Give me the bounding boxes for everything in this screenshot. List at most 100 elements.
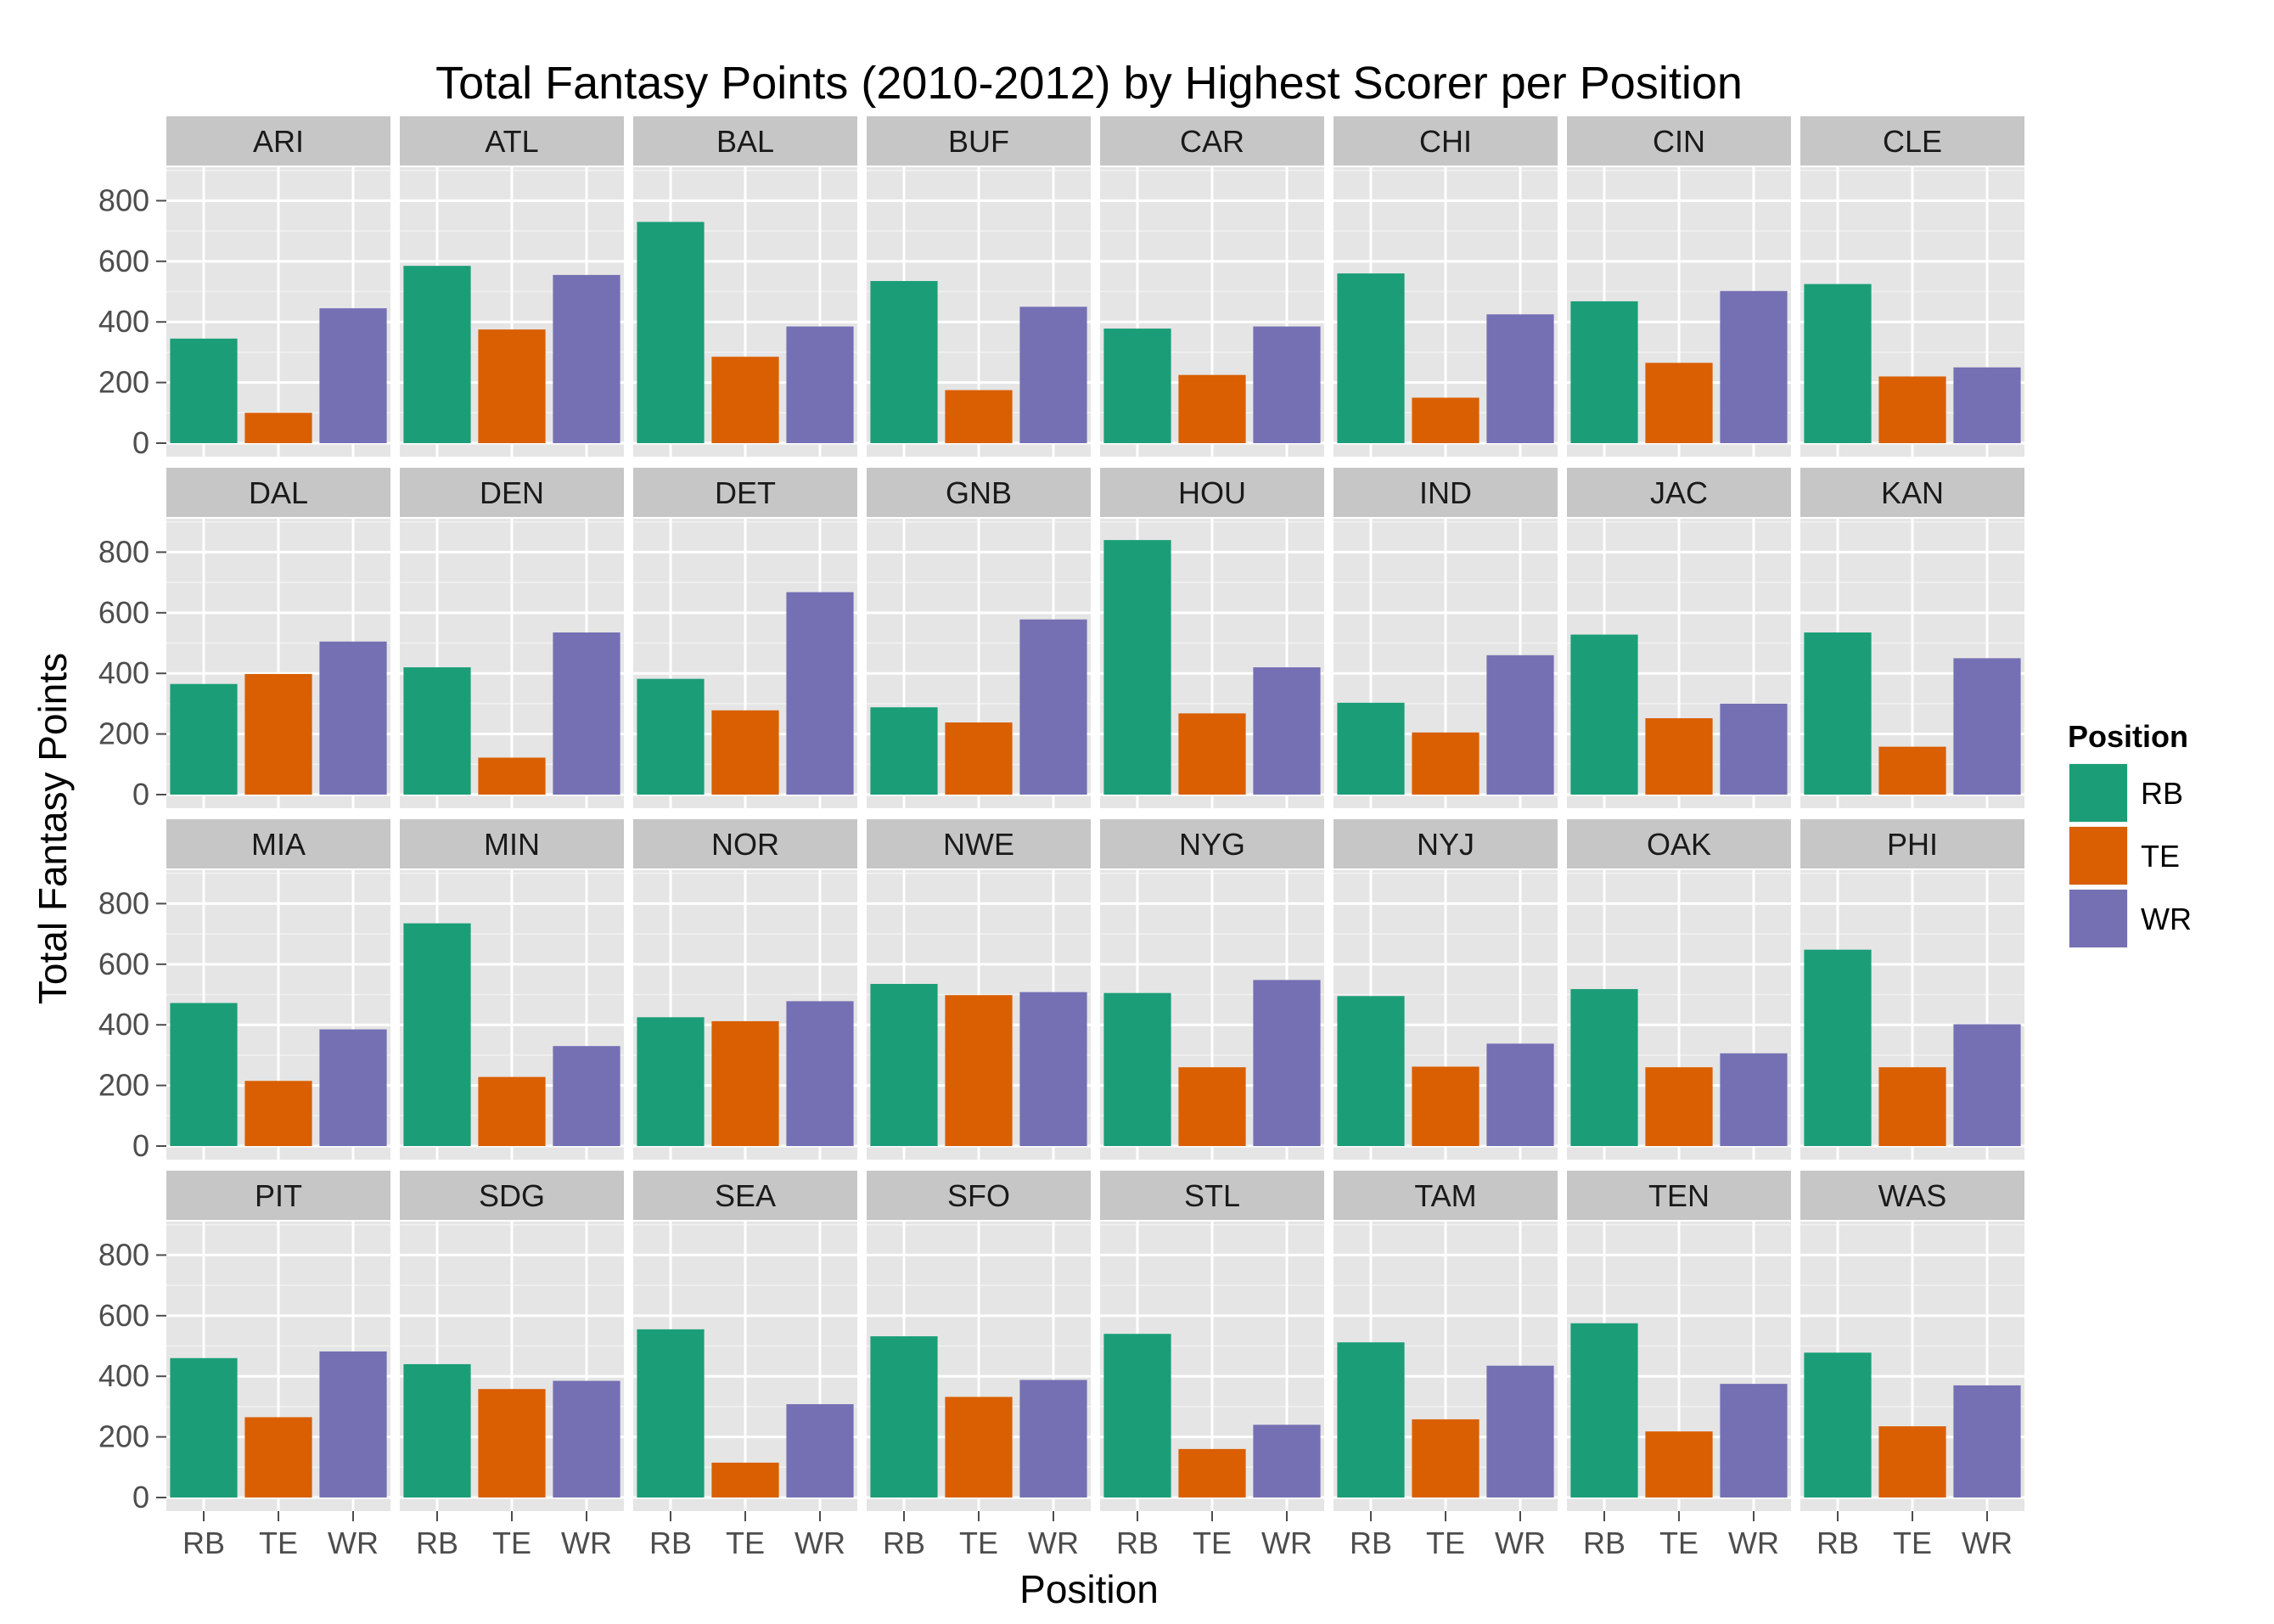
bar-kan-wr xyxy=(1953,658,2021,795)
facet-strip-label: GNB xyxy=(946,475,1012,510)
legend-item-rb: RB xyxy=(2067,761,2183,824)
bar-cle-wr xyxy=(1953,367,2021,443)
bar-jac-rb xyxy=(1570,634,1638,795)
chart-title: Total Fantasy Points (2010-2012) by High… xyxy=(435,58,1743,109)
facet-strip-label: NOR xyxy=(711,827,779,862)
facet-panel-dal: DAL xyxy=(166,468,390,808)
facet-strip-label: BAL xyxy=(716,124,774,159)
bar-ten-rb xyxy=(1570,1323,1638,1498)
facet-strip xyxy=(400,819,624,868)
bar-oak-rb xyxy=(1570,989,1638,1146)
facet-panel-phi: PHI xyxy=(1800,819,2024,1160)
facet-panel-jac: JAC xyxy=(1567,468,1791,808)
x-tick-label: TE xyxy=(959,1526,998,1560)
facet-panel-sfo: SFO xyxy=(867,1171,1091,1511)
legend-item-wr: WR xyxy=(2067,887,2192,950)
y-tick-label: 800 xyxy=(98,885,149,920)
x-tick-label: TE xyxy=(1193,1526,1232,1560)
facet-strip-label: JAC xyxy=(1650,475,1708,510)
y-axis-title: Total Fantasy Points xyxy=(31,653,75,1004)
bar-bal-rb xyxy=(637,222,705,443)
bar-nyg-rb xyxy=(1103,992,1171,1146)
facet-strip xyxy=(166,468,390,517)
facet-panel-nor: NOR xyxy=(633,819,857,1160)
bar-dal-rb xyxy=(170,683,238,795)
facet-grid: ARI ATL BAL BUF CAR CHI CIN CLE DAL DEN DET GNB HOU I… xyxy=(166,116,2024,1511)
facet-strip-label: MIN xyxy=(484,827,540,862)
facet-strip xyxy=(1800,1171,2024,1220)
bar-nyj-wr xyxy=(1486,1043,1554,1146)
bar-det-rb xyxy=(637,678,705,795)
facet-panel-nyg: NYG xyxy=(1100,819,1324,1160)
bar-tam-te xyxy=(1412,1419,1480,1498)
legend-swatch xyxy=(2069,764,2127,822)
bar-stl-rb xyxy=(1103,1334,1171,1498)
x-tick-label: WR xyxy=(561,1526,612,1560)
x-tick-label: WR xyxy=(328,1526,379,1560)
y-tick-label: 800 xyxy=(98,183,149,217)
bar-mia-te xyxy=(244,1081,312,1146)
facet-strip xyxy=(1567,468,1791,517)
bar-pit-rb xyxy=(170,1357,238,1498)
facet-panel-ten: TEN xyxy=(1567,1171,1791,1511)
y-tick-label: 600 xyxy=(98,595,149,630)
facet-panel-bal: BAL xyxy=(633,116,857,457)
facet-panel-min: MIN xyxy=(400,819,624,1160)
legend-swatch xyxy=(2069,827,2127,885)
bar-dal-te xyxy=(244,673,312,795)
facet-panel-pit: PIT xyxy=(166,1171,390,1511)
x-tick-label: RB xyxy=(182,1526,225,1560)
facet-strip-label: PIT xyxy=(255,1178,302,1213)
bar-min-te xyxy=(478,1076,546,1146)
bar-bal-wr xyxy=(786,326,854,443)
facet-panel-hou: HOU xyxy=(1100,468,1324,808)
x-tick-label: RB xyxy=(1816,1526,1859,1560)
y-tick-label: 0 xyxy=(132,1128,149,1163)
bar-cin-te xyxy=(1645,362,1713,443)
facet-strip-label: CLE xyxy=(1883,124,1942,159)
x-tick-label: TE xyxy=(1659,1526,1698,1560)
bar-nwe-wr xyxy=(1019,992,1087,1146)
bar-nor-te xyxy=(711,1020,779,1146)
y-tick-label: 200 xyxy=(98,716,149,751)
facet-strip-label: IND xyxy=(1419,475,1472,510)
facet-panel-nyj: NYJ xyxy=(1334,819,1558,1160)
bar-det-wr xyxy=(786,592,854,795)
y-tick-label: 0 xyxy=(132,1480,149,1514)
facet-strip-label: SEA xyxy=(715,1178,776,1213)
bar-ari-rb xyxy=(170,338,238,443)
facet-strip-label: PHI xyxy=(1887,827,1938,862)
bar-hou-te xyxy=(1178,713,1246,795)
x-tick-label: WR xyxy=(1495,1526,1546,1560)
facet-strip-label: TEN xyxy=(1648,1178,1710,1213)
facet-strip xyxy=(1334,819,1558,868)
y-tick-label: 800 xyxy=(98,1237,149,1272)
bar-car-wr xyxy=(1253,326,1321,443)
bar-sea-te xyxy=(711,1462,779,1498)
bar-chi-wr xyxy=(1486,314,1554,443)
x-tick-label: RB xyxy=(1583,1526,1625,1560)
facet-panel-atl: ATL xyxy=(400,116,624,457)
bar-pit-te xyxy=(244,1417,312,1498)
bar-ari-te xyxy=(244,413,312,443)
x-tick-label: TE xyxy=(1426,1526,1465,1560)
facet-panel-stl: STL xyxy=(1100,1171,1324,1511)
bar-pit-wr xyxy=(319,1351,387,1498)
bar-phi-te xyxy=(1878,1067,1946,1146)
x-tick-label: TE xyxy=(1893,1526,1932,1560)
y-tick-label: 400 xyxy=(98,1007,149,1042)
facet-panel-ari: ARI xyxy=(166,116,390,457)
bar-chi-te xyxy=(1412,397,1480,443)
facet-strip xyxy=(1100,468,1324,517)
bar-was-te xyxy=(1878,1426,1946,1498)
bar-den-wr xyxy=(553,632,620,795)
bar-nyj-te xyxy=(1412,1066,1480,1146)
bar-atl-rb xyxy=(403,266,471,443)
facet-strip-label: CIN xyxy=(1653,124,1705,159)
bar-den-te xyxy=(478,757,546,795)
facet-strip-label: NYJ xyxy=(1417,827,1474,862)
legend-label: WR xyxy=(2141,902,2192,936)
x-tick-label: RB xyxy=(883,1526,925,1560)
